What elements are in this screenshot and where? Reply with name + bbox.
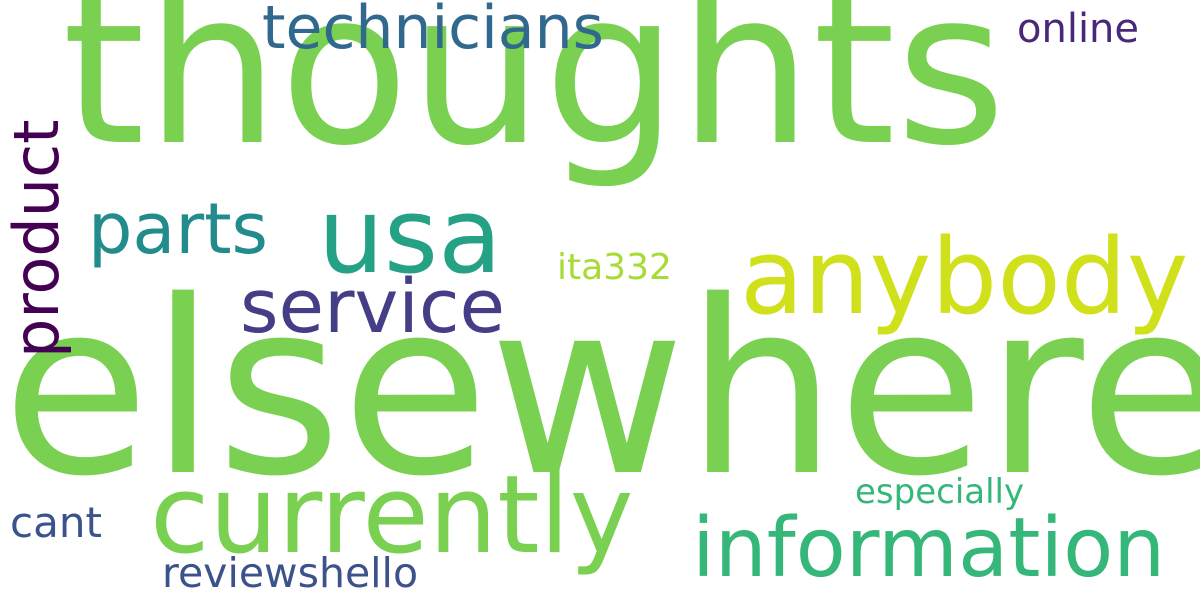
word-service: service [240,264,506,350]
word-parts: parts [88,188,269,270]
word-technicians: technicians [262,0,604,63]
word-product: product [0,119,73,358]
word-elsewhere: elsewhere [2,249,1200,529]
word-online: online [1017,6,1140,52]
word-cant: cant [10,498,102,547]
word-reviewshello: reviewshello [162,549,419,597]
word-especially: especially [855,472,1025,512]
word-ita332: ita332 [557,247,672,288]
word-anybody: anybody [740,216,1189,338]
word-usa: usa [318,175,502,297]
word-information: information [692,501,1166,596]
word-currently: currently [150,453,634,578]
word-thoughts: thoughts [62,0,1007,192]
